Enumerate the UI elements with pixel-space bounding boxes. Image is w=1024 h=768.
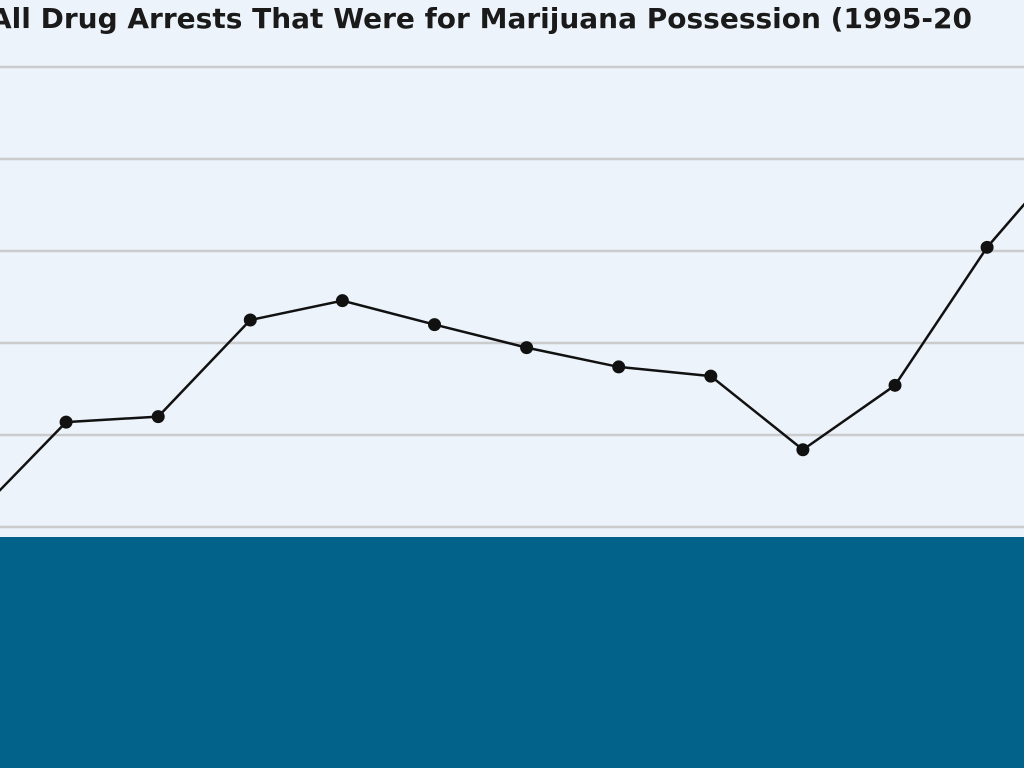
data-point bbox=[151, 410, 165, 424]
chart-title: All Drug Arrests That Were for Marijuana… bbox=[0, 2, 972, 35]
data-point bbox=[520, 341, 534, 355]
plot-background bbox=[0, 0, 1024, 537]
data-point bbox=[428, 318, 441, 332]
data-point bbox=[888, 378, 902, 392]
data-point bbox=[980, 240, 994, 254]
data-point bbox=[59, 415, 73, 429]
data-point bbox=[335, 294, 349, 308]
data-point bbox=[796, 443, 810, 457]
data-point bbox=[243, 313, 257, 327]
footer-band bbox=[0, 537, 1024, 768]
data-point bbox=[704, 369, 718, 383]
data-point bbox=[612, 360, 626, 374]
